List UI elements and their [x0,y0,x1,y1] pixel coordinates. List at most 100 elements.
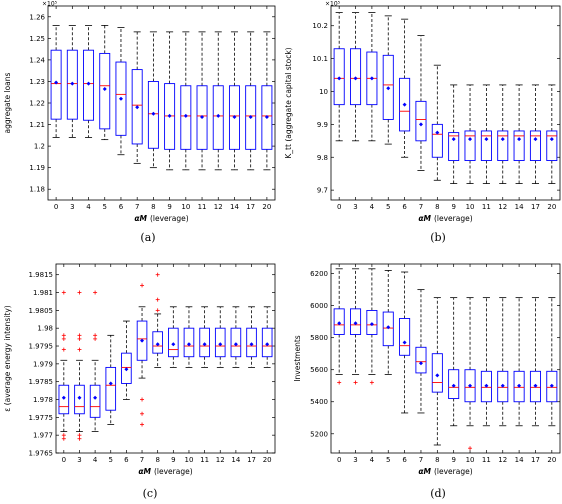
outlier-marker [61,290,66,295]
box-3 [66,24,78,138]
mean-marker [232,115,237,120]
mean-marker [264,115,269,120]
box-rect [529,370,541,403]
mean-marker [353,321,358,326]
mean-marker [451,383,456,388]
mean-marker [517,137,522,142]
x-tick-label: 10 [466,456,475,464]
box-rect [382,311,394,347]
box-rect [83,49,95,121]
mean-marker [265,342,270,347]
outlier-marker [93,336,98,341]
x-tick-label: 6 [402,456,407,464]
box-rect [50,49,62,120]
box-rect [382,54,394,120]
mean-marker [216,113,221,118]
mean-marker [500,383,505,388]
outlier-marker [77,336,82,341]
box-rect [261,85,273,150]
panel-caption: (c) [143,487,158,500]
mean-marker [233,342,238,347]
x-tick-label: 0 [337,456,341,464]
box-rect [513,130,525,161]
mean-marker [249,342,254,347]
y-tick-label: 1.18 [29,186,45,194]
outlier-marker [468,446,473,451]
x-tick-label: 5 [386,203,390,211]
x-tick-label: 11 [200,456,209,464]
mean-marker [402,102,407,107]
outlier-marker [353,380,358,385]
box-11 [480,297,492,427]
panel-a: 1.18 1.19 1.2 1.21 1.22 1.23 1.24 1.25 1.26 0 3 4 5 6… [3,1,276,244]
x-tick-label: 7 [419,203,423,211]
box-14 [513,297,525,427]
box-rect [497,130,509,161]
axes-frame [330,263,561,454]
x-tick-label: 5 [103,203,107,211]
outlier-marker [155,272,160,277]
y-tick-label: 1.9805 [29,307,54,315]
box-5 [105,334,117,425]
x-tick-label: 8 [151,203,155,211]
y-tick-label: 1.981 [33,289,53,297]
mean-marker [517,383,522,388]
box-rect [497,370,509,403]
y-axis-label: K_tt (aggregate capital stock) [284,47,293,158]
outlier-marker [61,433,66,438]
box-rect [399,318,411,356]
y-tick-label: 1.23 [29,78,45,86]
box-rect [105,366,117,411]
x-tick-label: 14 [515,203,524,211]
x-tick-label: 14 [515,456,524,464]
y-tick-label: 9.9 [317,121,328,129]
box-12 [497,84,509,184]
panel-caption: (a) [140,231,155,244]
box-8 [431,297,443,446]
box-4 [366,268,378,385]
x-tick-label: 20 [547,456,556,464]
box-rect [89,384,101,418]
mean-marker [337,76,342,81]
mean-marker [183,113,188,118]
y-tick-label: 9.7 [317,187,328,195]
x-tick-label: 17 [531,203,540,211]
box-rect [431,353,443,393]
box-rect [115,61,127,136]
y-tick-label: 1.9815 [29,271,54,279]
mean-marker [353,76,358,81]
box-rect [431,123,443,158]
x-tick-label: 12 [498,456,507,464]
x-tick-label: 8 [155,456,159,464]
box-9 [168,306,179,368]
mean-marker [108,381,113,386]
box-10 [183,306,195,368]
box-5 [382,15,394,145]
y-tick-label: 1.22 [29,100,45,108]
mean-marker [386,86,391,91]
outlier-marker [77,433,82,438]
y-tick-label: 1.979 [33,360,53,368]
mean-marker [418,122,423,127]
box-10 [464,297,476,451]
axis-multiplier: ×10⁵ [42,1,58,8]
y-tick-label: 1.9795 [29,343,54,351]
x-tick-label: 0 [62,456,66,464]
box-14 [228,31,240,171]
box-rect [136,320,148,361]
y-tick-label: 9.8 [317,154,328,162]
box-0 [333,268,345,385]
x-tick-label: 3 [77,456,81,464]
box-9 [448,297,460,427]
mean-marker [533,383,538,388]
outlier-marker [77,333,82,338]
mean-marker [549,383,554,388]
box-11 [480,84,492,184]
outlier-marker [61,347,66,352]
box-5 [382,270,394,375]
x-tick-label: 7 [140,456,144,464]
x-tick-label: 7 [419,456,423,464]
box-rect [546,370,558,403]
x-tick-label: 10 [185,456,194,464]
